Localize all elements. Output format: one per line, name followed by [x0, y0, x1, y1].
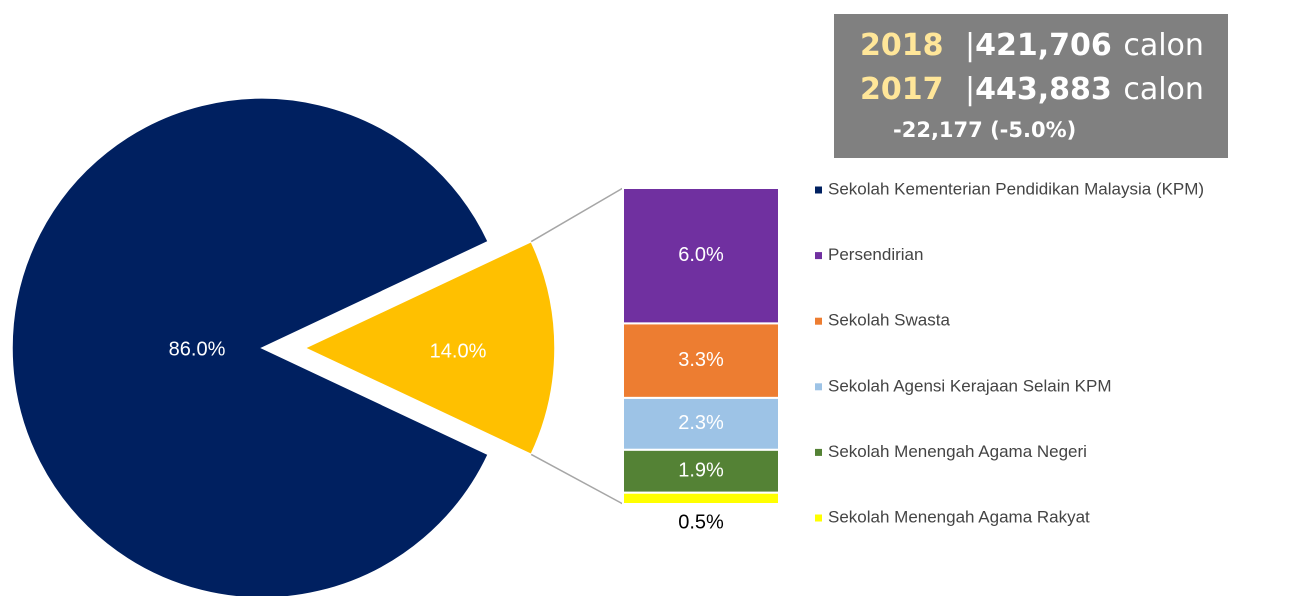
summary-box	[834, 14, 1228, 158]
summary-unit: calon	[1123, 72, 1204, 107]
bar-label: 3.3%	[678, 349, 724, 371]
bar-label: 0.5%	[678, 511, 724, 533]
bar-label: 6.0%	[678, 244, 724, 266]
legend-marker	[815, 252, 822, 260]
legend-label: Persendirian	[828, 245, 923, 264]
bar-label: 2.3%	[678, 412, 724, 434]
summary-separator: |	[965, 72, 975, 107]
legend-marker	[815, 383, 822, 391]
pie-slice	[303, 240, 556, 456]
pie-label: 86.0%	[169, 338, 226, 360]
summary-count: 443,883	[975, 72, 1112, 107]
connector	[530, 187, 624, 243]
legend-marker	[815, 317, 822, 325]
bar-segment	[622, 396, 780, 451]
bar-segment	[622, 187, 780, 325]
legend-label: Sekolah Agensi Kerajaan Selain KPM	[828, 376, 1112, 395]
pie-slice	[11, 97, 490, 596]
pie-label: 14.0%	[430, 340, 487, 362]
summary-separator: |	[965, 28, 975, 63]
bar-segment	[622, 322, 780, 399]
summary-change: -22,177 (-5.0%)	[893, 118, 1076, 142]
legend-marker	[815, 448, 822, 456]
legend-label: Sekolah Menengah Agama Rakyat	[828, 507, 1090, 526]
legend-label: Sekolah Swasta	[828, 311, 950, 330]
legend-marker	[815, 186, 822, 194]
summary-year: 2017	[860, 72, 944, 107]
summary-year: 2018	[860, 28, 944, 63]
summary-row: 2018 |421,706 calon	[860, 28, 1204, 63]
connector	[530, 453, 624, 505]
legend-marker	[815, 514, 822, 522]
summary-count: 421,706	[975, 28, 1112, 63]
summary-unit: calon	[1123, 28, 1204, 63]
legend-label: Sekolah Menengah Agama Negeri	[828, 442, 1087, 461]
bar-segment	[622, 491, 780, 506]
bar-label: 1.9%	[678, 460, 724, 482]
summary-row: 2017 |443,883 calon	[860, 72, 1204, 107]
legend-label: Sekolah Kementerian Pendidikan Malaysia …	[828, 179, 1204, 198]
